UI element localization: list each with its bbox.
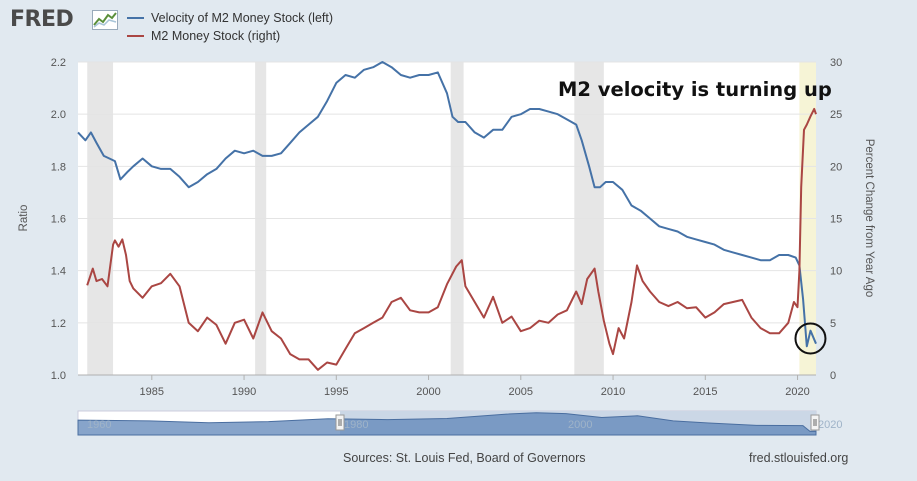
y-tick-label-left: 1.0 <box>51 370 66 382</box>
y-tick-label-right: 20 <box>830 161 842 173</box>
y-tick-label-left: 1.6 <box>51 214 66 226</box>
y-tick-label-left: 2.0 <box>51 109 66 121</box>
range-handle-icon[interactable] <box>335 414 345 431</box>
series-line-velocity <box>77 61 817 348</box>
y-tick-label-left: 1.2 <box>51 318 66 330</box>
y-tick-label-right: 5 <box>830 318 836 330</box>
y-tick-label-right: 15 <box>830 214 842 226</box>
x-tick-label: 1985 <box>140 386 164 398</box>
fred-chart-icon <box>92 10 118 30</box>
x-tick-label: 2020 <box>785 386 809 398</box>
navigator-label: 1960 <box>87 419 111 431</box>
y-tick-label-left: 2.2 <box>51 57 66 69</box>
y-tick-label-right: 0 <box>830 370 836 382</box>
callout-circle <box>794 322 827 355</box>
navigator-label: 2020 <box>818 419 842 431</box>
x-axis: 1985 1990 1995 2000 2005 2010 2015 2020 <box>78 374 816 398</box>
y-tick-label-left: 1.8 <box>51 161 66 173</box>
navigator-label: 2000 <box>568 419 592 431</box>
x-tick-label: 2010 <box>601 386 625 398</box>
y-axis-right-title: Percent Change from Year Ago <box>863 139 875 298</box>
x-tick-label: 2015 <box>693 386 717 398</box>
range-navigator[interactable]: 1960 1980 2000 2020 <box>77 410 842 436</box>
footer-url[interactable]: fred.stlouisfed.org <box>749 451 849 465</box>
navigator-series <box>77 412 817 436</box>
legend-label-velocity: Velocity of M2 Money Stock (left) <box>151 11 334 25</box>
y-tick-label-left: 1.4 <box>51 266 66 278</box>
x-tick-label: 1995 <box>324 386 348 398</box>
x-tick-label: 1990 <box>232 386 256 398</box>
callout-ring <box>794 322 827 355</box>
range-handle-icon[interactable] <box>810 414 820 431</box>
footer-source: Sources: St. Louis Fed, Board of Governo… <box>343 451 586 465</box>
legend-item-m2[interactable]: M2 Money Stock (right) <box>127 29 280 43</box>
y-tick-label-right: 30 <box>830 57 842 69</box>
x-tick-label: 2000 <box>416 386 440 398</box>
series-line-m2 <box>86 107 817 371</box>
legend-label-m2: M2 Money Stock (right) <box>151 29 281 43</box>
fred-logo[interactable]: FRED <box>10 7 74 32</box>
navigator-label: 1980 <box>344 419 368 431</box>
legend-swatch-m2 <box>127 35 144 37</box>
y-axis-left-title: Ratio <box>18 205 30 232</box>
y-axis-left: 1.0 1.2 1.4 1.6 1.8 2.0 2.2 <box>51 57 66 382</box>
chart-annotation: M2 velocity is turning up <box>558 78 832 101</box>
y-tick-label-right: 10 <box>830 266 842 278</box>
y-axis-right: 0 5 10 15 20 25 30 <box>830 57 842 382</box>
y-tick-label-right: 25 <box>830 109 842 121</box>
series-lines <box>77 61 817 371</box>
x-tick-label: 2005 <box>509 386 533 398</box>
legend-swatch-velocity <box>127 17 144 19</box>
legend-item-velocity[interactable]: Velocity of M2 Money Stock (left) <box>127 11 333 25</box>
